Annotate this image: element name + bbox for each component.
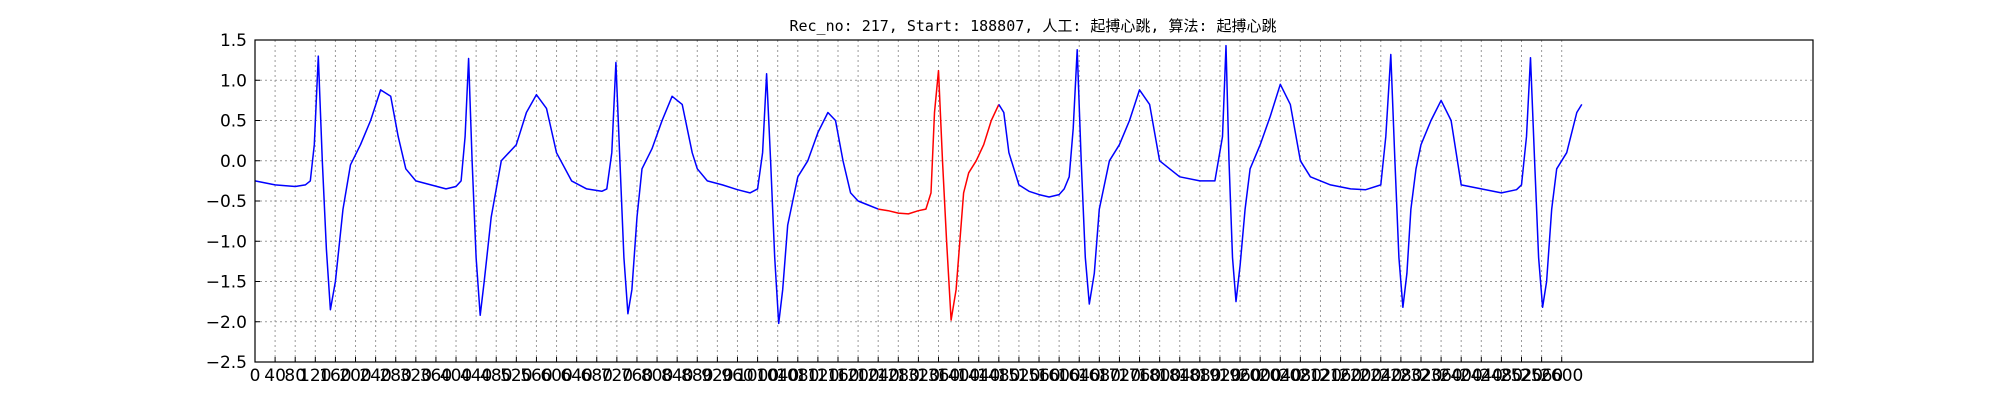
x-tick-label: 1800 <box>1138 366 1181 386</box>
x-tick-label: 1440 <box>957 366 1000 386</box>
x-tick-label: 1520 <box>997 366 1040 386</box>
x-tick-label: 1000 <box>736 366 779 386</box>
x-tick-label: 480 <box>480 366 512 386</box>
x-tick-label: 2040 <box>1259 366 1302 386</box>
x-tick-label: 280 <box>379 366 411 386</box>
x-tick-label: 1080 <box>776 366 819 386</box>
x-tick-label: 2600 <box>1540 366 1583 386</box>
x-tick-label: 2160 <box>1319 366 1362 386</box>
x-tick-label: 2240 <box>1359 366 1402 386</box>
x-tick-label: 2400 <box>1440 366 1483 386</box>
x-tick-label: 400 <box>440 366 472 386</box>
x-tick-label: 1600 <box>1037 366 1080 386</box>
x-tick-label: 2000 <box>1239 366 1282 386</box>
x-tick-label: 2320 <box>1399 366 1442 386</box>
x-tick-label: 1720 <box>1098 366 1141 386</box>
x-tick-label: 1040 <box>756 366 799 386</box>
x-tick-label: 120 <box>299 366 331 386</box>
y-tick-label: −1.5 <box>206 273 247 293</box>
x-tick-label: 2200 <box>1339 366 1382 386</box>
x-tick-label: 920 <box>701 366 733 386</box>
x-tick-label: 1960 <box>1218 366 1261 386</box>
x-tick-label: 40 <box>264 366 286 386</box>
x-tick-label: 1280 <box>877 366 920 386</box>
x-tick-label: 640 <box>560 366 592 386</box>
x-tick-label: 680 <box>581 366 613 386</box>
x-tick-label: 2560 <box>1520 366 1563 386</box>
x-tick-label: 840 <box>661 366 693 386</box>
x-tick-label: 560 <box>520 366 552 386</box>
x-tick-label: 440 <box>460 366 492 386</box>
grid-layer <box>254 39 1813 363</box>
ecg-series-line-after <box>998 44 1583 309</box>
x-tick-label: 1200 <box>836 366 879 386</box>
ecg-series-line-before <box>254 55 879 325</box>
x-tick-label: 160 <box>319 366 351 386</box>
x-tick-label: 1160 <box>816 366 859 386</box>
y-tick-label: −2.0 <box>206 313 247 333</box>
x-tick-label: 1480 <box>977 366 1020 386</box>
y-tick-label: 1.0 <box>220 71 247 91</box>
x-tick-label: 1840 <box>1158 366 1201 386</box>
x-tick-label: 2120 <box>1299 366 1342 386</box>
tick-layer: 0 408012016020024028032036040044048052056… <box>206 31 1584 386</box>
x-tick-label: 600 <box>540 366 572 386</box>
y-tick-label: −2.5 <box>206 353 247 373</box>
x-tick-label: 960 <box>721 366 753 386</box>
x-tick-label: 200 <box>339 366 371 386</box>
x-tick-label: 2080 <box>1279 366 1322 386</box>
y-tick-label: −1.0 <box>206 232 247 252</box>
y-tick-label: 0.5 <box>220 112 247 132</box>
x-tick-label: 240 <box>359 366 391 386</box>
y-tick-label: 1.5 <box>220 31 247 51</box>
x-tick-label: 1560 <box>1017 366 1060 386</box>
x-tick-label: 760 <box>621 366 653 386</box>
y-tick-label: 0.0 <box>220 152 247 172</box>
x-tick-label: 1760 <box>1118 366 1161 386</box>
x-tick-label: 2520 <box>1500 366 1543 386</box>
x-tick-label: 2480 <box>1480 366 1523 386</box>
x-tick-label: 720 <box>601 366 633 386</box>
x-tick-label: 2440 <box>1460 366 1503 386</box>
x-tick-label: 520 <box>500 366 532 386</box>
x-tick-label: 1880 <box>1178 366 1221 386</box>
x-tick-label: 360 <box>420 366 452 386</box>
x-tick-label: 1680 <box>1078 366 1121 386</box>
x-tick-label: 1320 <box>897 366 940 386</box>
x-tick-label: 0 <box>250 366 261 386</box>
x-tick-label: 800 <box>641 366 673 386</box>
x-tick-label: 1120 <box>796 366 839 386</box>
plot-frame <box>254 39 1814 363</box>
ecg-series-line-highlighted <box>878 69 1000 321</box>
x-tick-label: 1240 <box>857 366 900 386</box>
x-tick-label: 80 <box>284 366 306 386</box>
x-tick-label: 1400 <box>937 366 980 386</box>
x-tick-label: 2280 <box>1379 366 1422 386</box>
series-layer <box>254 44 1583 325</box>
x-tick-label: 1640 <box>1058 366 1101 386</box>
x-tick-label: 1920 <box>1198 366 1241 386</box>
x-tick-label: 320 <box>400 366 432 386</box>
x-tick-label: 2360 <box>1419 366 1462 386</box>
chart-title: Rec_no: 217, Start: 188807, 人工: 起搏心跳, 算法… <box>789 17 1276 35</box>
x-tick-label: 1360 <box>917 366 960 386</box>
x-tick-label: 880 <box>681 366 713 386</box>
y-tick-label: −0.5 <box>206 192 247 212</box>
